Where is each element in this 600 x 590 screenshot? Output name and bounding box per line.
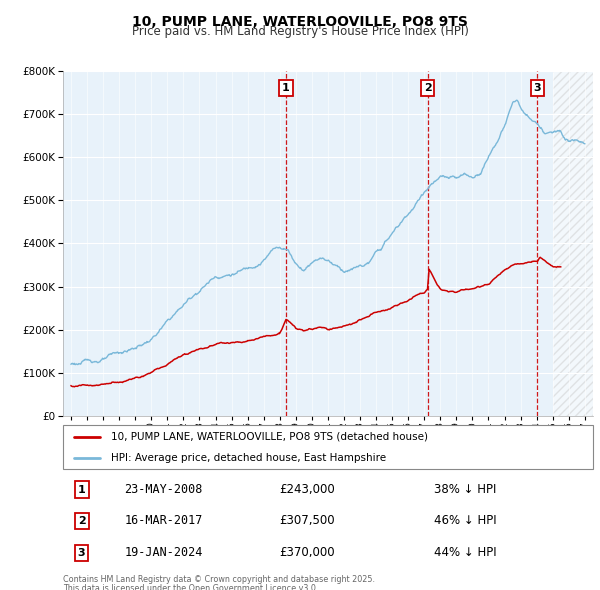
Text: 3: 3: [78, 548, 85, 558]
FancyBboxPatch shape: [63, 425, 593, 469]
Text: £307,500: £307,500: [279, 514, 335, 527]
Text: 46% ↓ HPI: 46% ↓ HPI: [434, 514, 496, 527]
Text: 38% ↓ HPI: 38% ↓ HPI: [434, 483, 496, 496]
Text: 16-MAR-2017: 16-MAR-2017: [124, 514, 203, 527]
Text: HPI: Average price, detached house, East Hampshire: HPI: Average price, detached house, East…: [110, 453, 386, 463]
Text: 1: 1: [77, 484, 85, 494]
Text: Price paid vs. HM Land Registry's House Price Index (HPI): Price paid vs. HM Land Registry's House …: [131, 25, 469, 38]
Text: Contains HM Land Registry data © Crown copyright and database right 2025.: Contains HM Land Registry data © Crown c…: [63, 575, 375, 584]
Text: £243,000: £243,000: [279, 483, 335, 496]
Text: 44% ↓ HPI: 44% ↓ HPI: [434, 546, 496, 559]
Text: 3: 3: [533, 83, 541, 93]
Text: 10, PUMP LANE, WATERLOOVILLE, PO8 9TS (detached house): 10, PUMP LANE, WATERLOOVILLE, PO8 9TS (d…: [110, 432, 428, 442]
Text: 2: 2: [424, 83, 431, 93]
Text: £370,000: £370,000: [279, 546, 335, 559]
Text: 23-MAY-2008: 23-MAY-2008: [124, 483, 203, 496]
Text: 19-JAN-2024: 19-JAN-2024: [124, 546, 203, 559]
Text: 2: 2: [77, 516, 85, 526]
Text: 1: 1: [282, 83, 290, 93]
Text: 10, PUMP LANE, WATERLOOVILLE, PO8 9TS: 10, PUMP LANE, WATERLOOVILLE, PO8 9TS: [132, 15, 468, 29]
Text: This data is licensed under the Open Government Licence v3.0.: This data is licensed under the Open Gov…: [63, 584, 319, 590]
Bar: [553, 71, 600, 416]
